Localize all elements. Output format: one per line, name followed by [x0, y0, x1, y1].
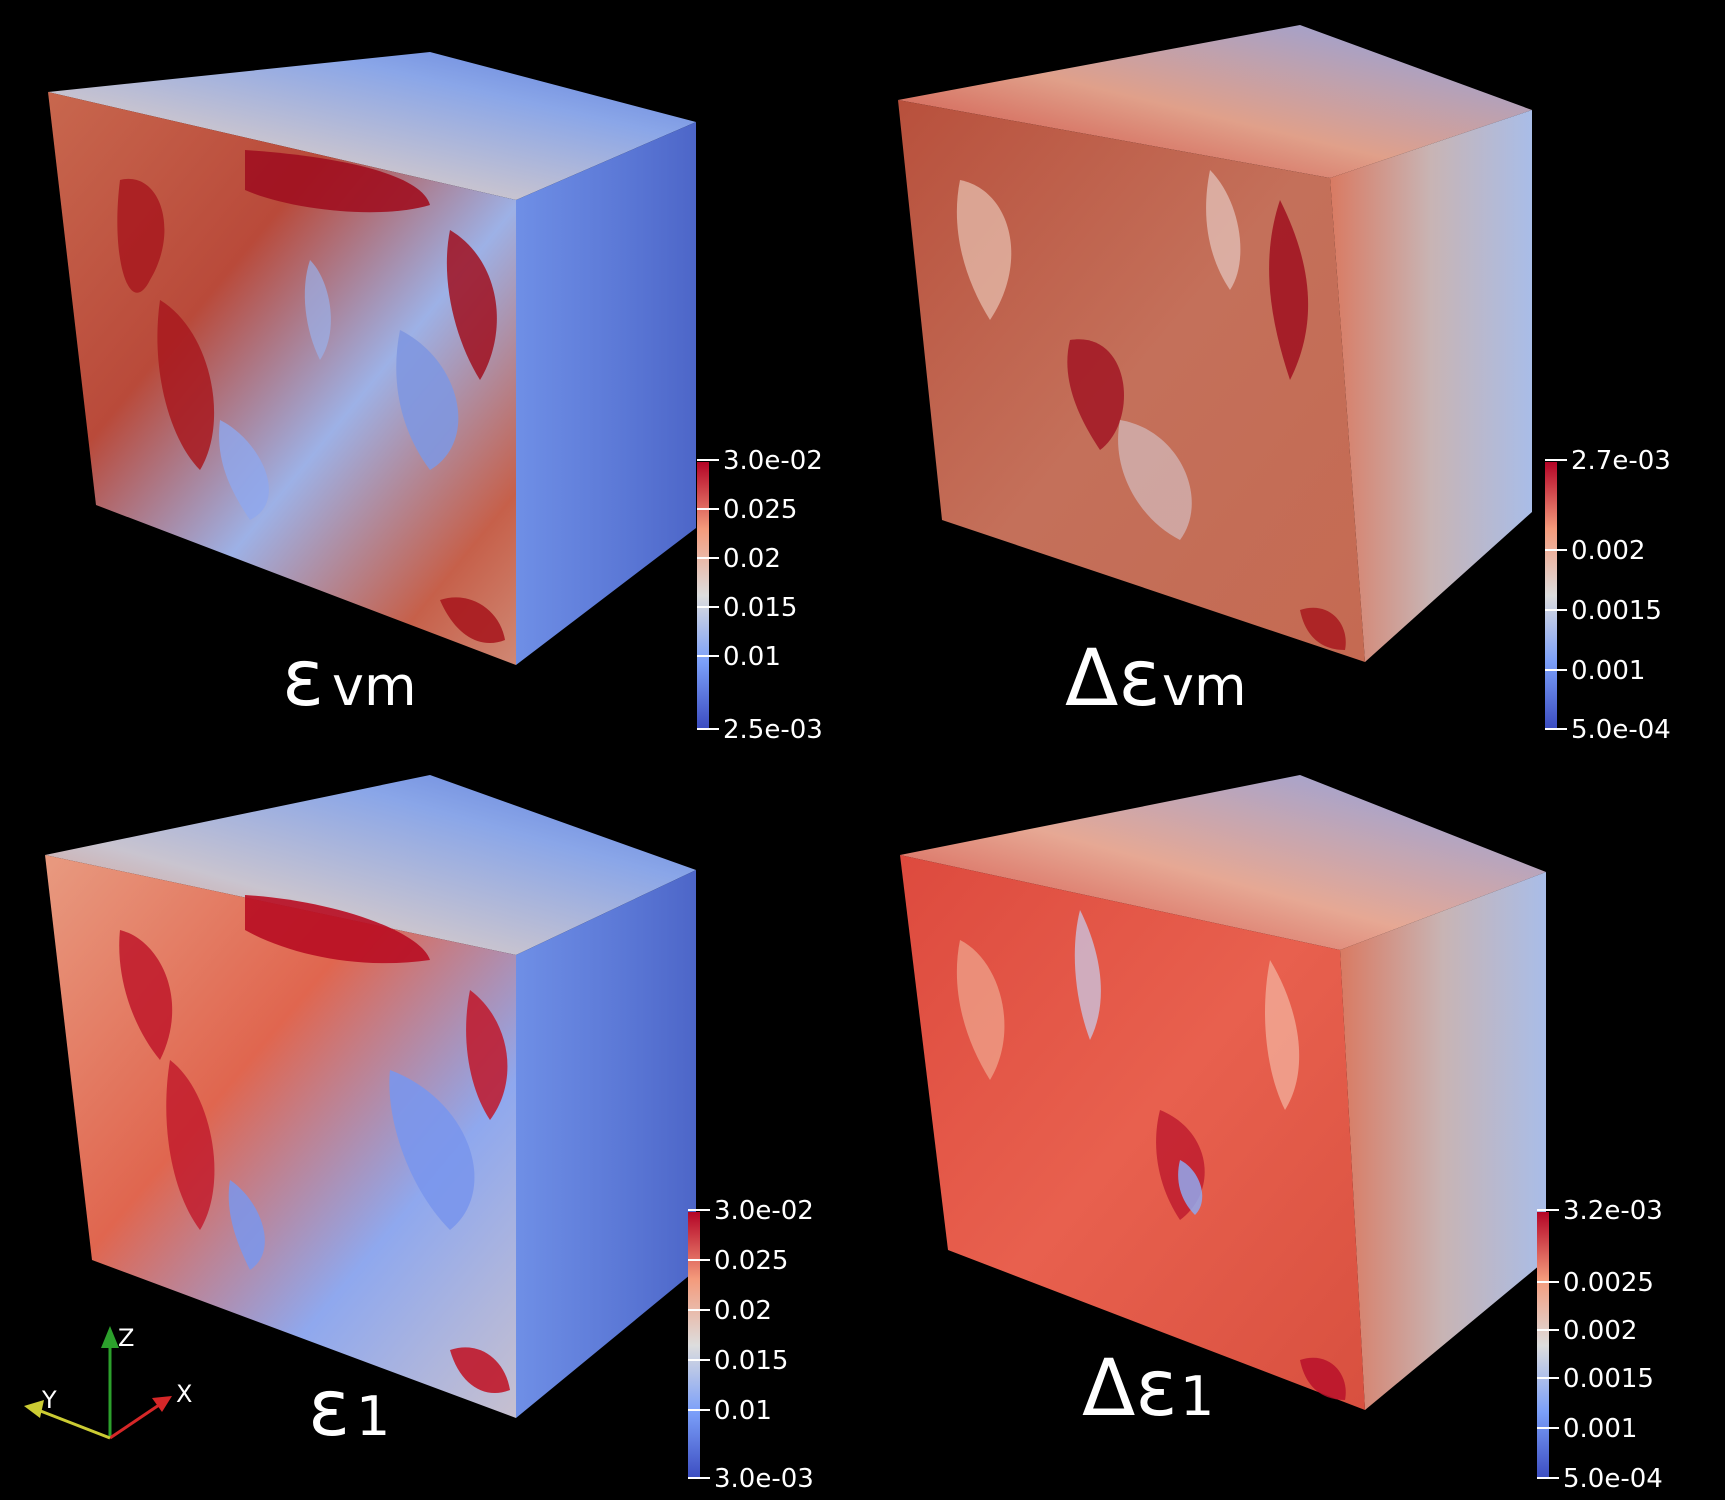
field-symbol-evm: ε	[282, 634, 324, 724]
field-label-evm: ε vm	[282, 634, 417, 724]
field-label-e1: ε 1	[308, 1364, 390, 1454]
panel-d-e1: Δε 1 3.2e-03 0.0025 0.002 0.0015 0.001 5.0e-0…	[900, 775, 1663, 1494]
colorbar-e1: 3.0e-02 0.025 0.02 0.015 0.01 3.0e-03	[688, 1196, 814, 1494]
x-axis-arrow	[152, 1396, 172, 1412]
colorbar-tick-label: 0.001	[1571, 656, 1645, 686]
colorbar-tick-label: 3.0e-03	[714, 1464, 814, 1494]
colorbar-tick-label: 3.0e-02	[714, 1196, 814, 1226]
colorbar-tick-label: 0.015	[723, 593, 797, 623]
x-axis-label: X	[176, 1380, 192, 1408]
colorbar-gradient-d-e1	[1537, 1212, 1549, 1479]
field-symbol-d-e1: Δε	[1082, 1344, 1178, 1434]
colorbar-gradient-d-evm	[1545, 462, 1557, 729]
colorbar-gradient-evm	[697, 462, 709, 729]
colorbar-tick-label: 0.0025	[1563, 1268, 1654, 1298]
panel-e1: ε 1 3.0e-02 0.025 0.02 0.015 0.01 3.0e-03	[45, 775, 814, 1494]
colorbar-d-e1: 3.2e-03 0.0025 0.002 0.0015 0.001 5.0e-04	[1537, 1196, 1663, 1494]
colorbar-tick-label: 0.002	[1571, 536, 1645, 566]
y-axis-label: Y	[41, 1386, 57, 1414]
box-render-e1	[45, 775, 696, 1418]
colorbar-tick-label: 3.2e-03	[1563, 1196, 1663, 1226]
y-axis-line	[37, 1408, 111, 1440]
field-label-d-e1: Δε 1	[1082, 1344, 1214, 1434]
colorbar-tick-label: 0.001	[1563, 1414, 1637, 1444]
colorbar-tick-label: 2.7e-03	[1571, 446, 1671, 476]
box-render-d-evm	[898, 25, 1532, 662]
colorbar-tick-label: 0.025	[723, 495, 797, 525]
colorbar-tick-label: 0.0015	[1563, 1364, 1654, 1394]
panel-evm: ε vm 3.0e-02 0.025 0.02 0.015 0.01 2.5e-03	[48, 52, 823, 745]
field-symbol-e1: ε	[308, 1364, 350, 1454]
colorbar-tick-label: 5.0e-04	[1563, 1464, 1663, 1494]
colorbar-evm: 3.0e-02 0.025 0.02 0.015 0.01 2.5e-03	[697, 446, 823, 745]
colorbar-tick-label: 0.025	[714, 1246, 788, 1276]
x-axis-line	[109, 1401, 163, 1440]
box-render-d-e1	[900, 775, 1546, 1410]
box-render-evm	[48, 52, 696, 665]
y-axis-arrow	[24, 1400, 44, 1418]
z-axis-arrow	[101, 1326, 119, 1348]
field-symbol-d-evm: Δε	[1065, 634, 1161, 724]
colorbar-tick-label: 2.5e-03	[723, 715, 823, 745]
colorbar-tick-label: 5.0e-04	[1571, 715, 1671, 745]
colorbar-tick-label: 0.02	[723, 544, 781, 574]
field-subscript-evm: vm	[332, 655, 417, 718]
colorbar-tick-label: 0.01	[714, 1396, 772, 1426]
colorbar-tick-label: 0.002	[1563, 1316, 1637, 1346]
colorbar-tick-label: 0.02	[714, 1296, 772, 1326]
colorbar-d-evm: 2.7e-03 0.002 0.0015 0.001 5.0e-04	[1545, 446, 1671, 745]
orientation-axes: Z X Y	[24, 1324, 192, 1440]
colorbar-tick-label: 0.0015	[1571, 596, 1662, 626]
colorbar-tick-label: 0.015	[714, 1346, 788, 1376]
colorbar-tick-label: 0.01	[723, 642, 781, 672]
colorbar-gradient-e1	[688, 1212, 700, 1479]
field-label-d-evm: Δε vm	[1065, 634, 1247, 724]
z-axis-label: Z	[118, 1324, 134, 1352]
field-subscript-e1: 1	[356, 1385, 390, 1448]
field-subscript-d-e1: 1	[1180, 1365, 1214, 1428]
panel-d-evm: Δε vm 2.7e-03 0.002 0.0015 0.001 5.0e-04	[898, 25, 1671, 745]
field-subscript-d-evm: vm	[1162, 655, 1247, 718]
colorbar-tick-label: 3.0e-02	[723, 446, 823, 476]
